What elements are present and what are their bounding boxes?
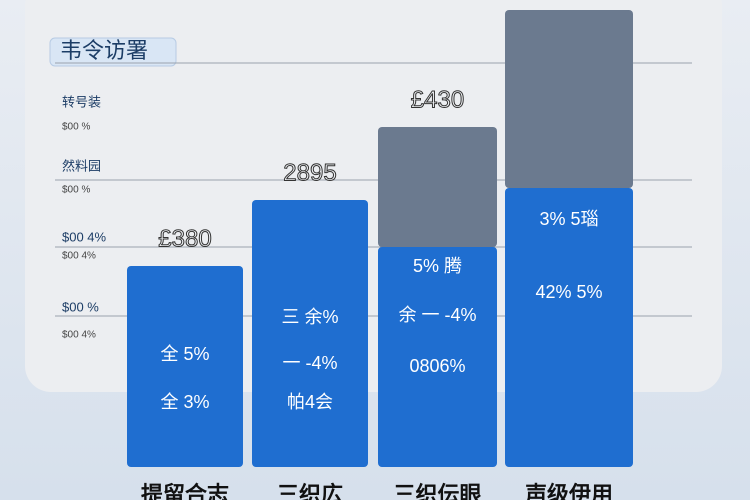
side-label: $00 % (62, 185, 90, 196)
segment-label: 3% 5瑙 (539, 209, 598, 229)
segment-label: 42% 5% (535, 282, 602, 302)
segment-label: 全 3% (160, 392, 209, 412)
segment-label: 0806% (409, 356, 465, 376)
side-label: $00 % (62, 299, 99, 314)
segment-label: 5% 腾 (413, 256, 462, 276)
segment-label: 三 余% (281, 307, 338, 327)
total-label: £380 (158, 225, 211, 252)
side-label: 转号装 (62, 94, 101, 109)
bar-segment (505, 10, 633, 188)
chart-title: 韦令访署 (60, 38, 148, 63)
title-box (49, 37, 177, 67)
bar-segment (127, 266, 243, 467)
total-label: 2895 (283, 159, 336, 186)
bar-segment (378, 247, 497, 467)
segment-label: 帕4会 (287, 392, 333, 412)
segment-label: 余 一 -4% (398, 305, 476, 325)
bar-segment (505, 188, 633, 467)
segment-label: 一 -4% (282, 353, 337, 373)
bar-segment (252, 200, 368, 467)
side-label: $00 4% (62, 330, 96, 341)
segment-label: 全 5% (160, 344, 209, 364)
side-label: 然料园 (62, 158, 101, 173)
x-tick-label: 声级伊用 (524, 482, 613, 500)
x-tick-label: 提留合志 (141, 482, 229, 500)
x-tick-label: 三织伝眼 (393, 482, 481, 500)
side-label: $00 4% (62, 251, 96, 262)
side-label: $00 % (62, 122, 90, 133)
bar-segment (378, 127, 497, 247)
total-label: £430 (411, 86, 464, 113)
x-tick-label: 三织広 (277, 482, 343, 500)
side-label: $00 4% (62, 229, 107, 244)
